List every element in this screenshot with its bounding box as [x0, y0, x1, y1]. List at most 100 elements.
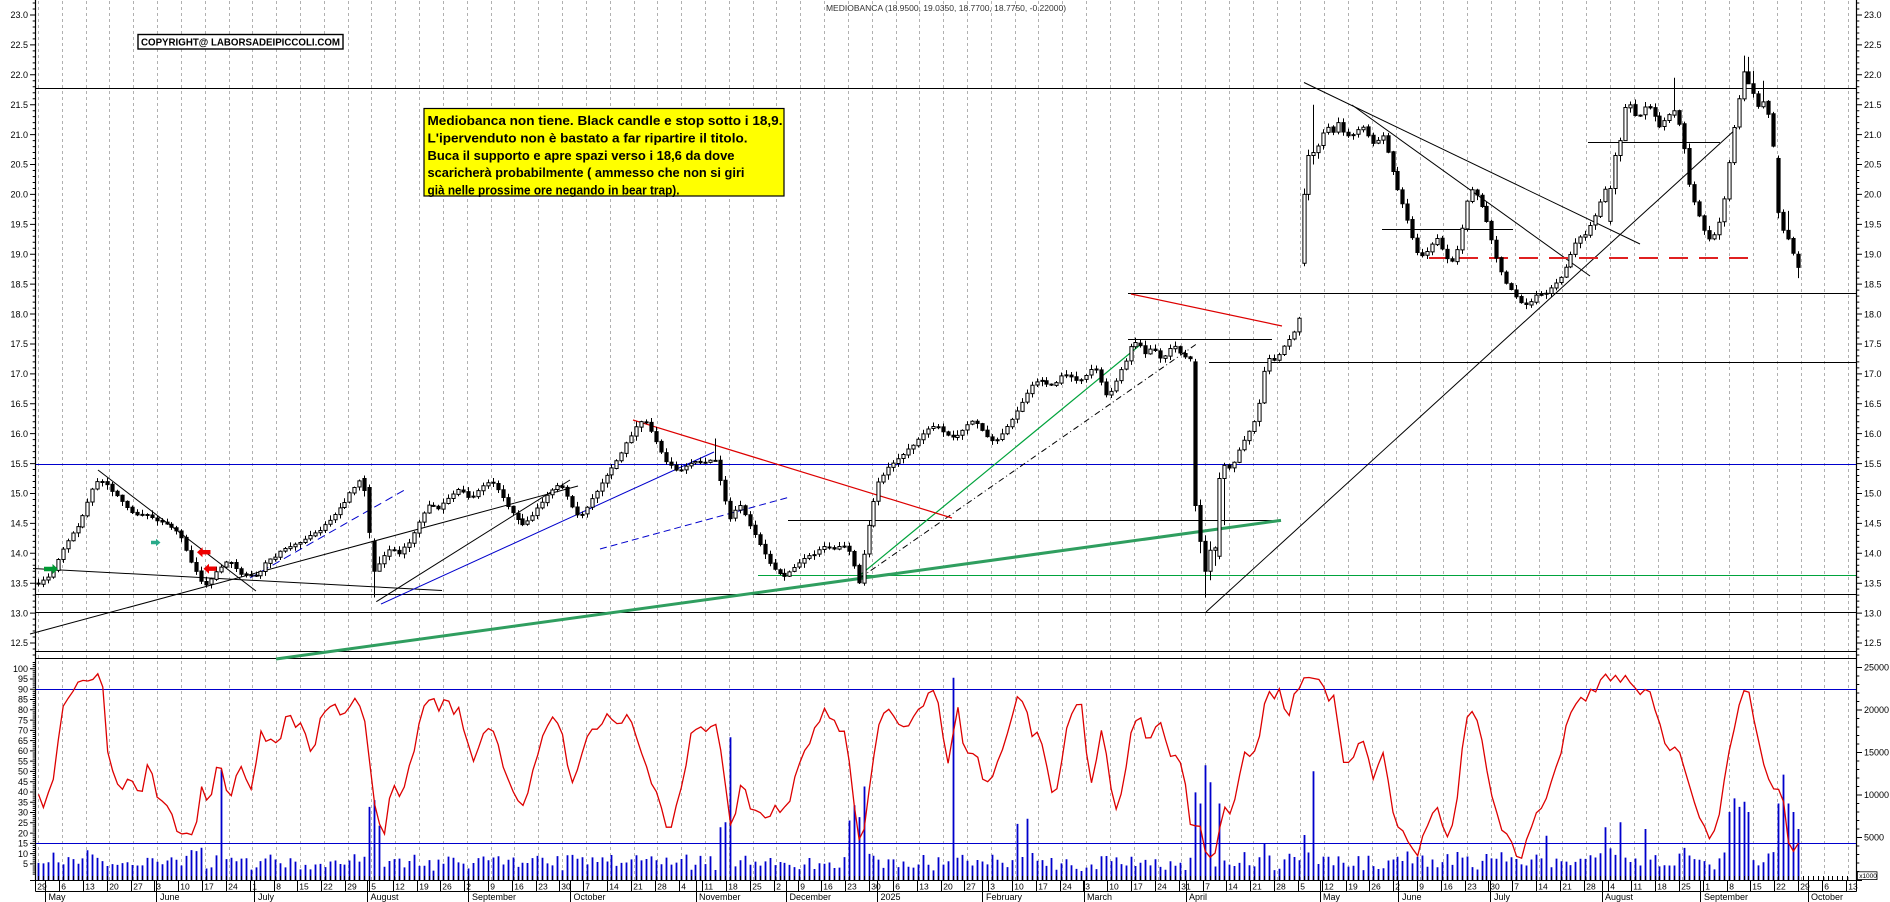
svg-text:13: 13: [919, 881, 929, 891]
svg-text:55: 55: [18, 756, 28, 766]
svg-text:15000: 15000: [1864, 748, 1889, 758]
svg-text:19.0: 19.0: [10, 249, 28, 259]
svg-text:17.0: 17.0: [10, 369, 28, 379]
svg-text:September: September: [472, 892, 516, 902]
svg-text:19.5: 19.5: [1864, 220, 1882, 230]
svg-text:L'ipervenduto non è bastato a: L'ipervenduto non è bastato a far ripart…: [428, 130, 748, 145]
svg-text:21.0: 21.0: [10, 130, 28, 140]
svg-text:8: 8: [1729, 881, 1734, 891]
svg-text:16.5: 16.5: [10, 399, 28, 409]
svg-text:17: 17: [1133, 881, 1143, 891]
svg-text:15.5: 15.5: [1864, 459, 1882, 469]
svg-text:6: 6: [895, 881, 900, 891]
svg-text:21: 21: [1252, 881, 1262, 891]
svg-text:27: 27: [133, 881, 143, 891]
svg-text:14: 14: [1538, 881, 1548, 891]
svg-text:95: 95: [18, 674, 28, 684]
svg-text:14.0: 14.0: [1864, 548, 1882, 558]
svg-text:50: 50: [18, 767, 28, 777]
svg-text:90: 90: [18, 684, 28, 694]
svg-text:2: 2: [466, 881, 471, 891]
svg-text:16: 16: [1443, 881, 1453, 891]
svg-text:23.0: 23.0: [1864, 10, 1882, 20]
svg-text:25: 25: [18, 818, 28, 828]
svg-text:3: 3: [990, 881, 995, 891]
svg-text:6: 6: [1824, 881, 1829, 891]
svg-text:September: September: [1704, 892, 1748, 902]
svg-text:July: July: [1494, 892, 1511, 902]
svg-text:11: 11: [1633, 881, 1642, 891]
svg-text:December: December: [790, 892, 832, 902]
svg-text:20.5: 20.5: [1864, 160, 1882, 170]
svg-text:May: May: [1323, 892, 1341, 902]
svg-text:13.5: 13.5: [10, 578, 28, 588]
svg-text:7: 7: [1205, 881, 1210, 891]
svg-text:18.5: 18.5: [1864, 279, 1882, 289]
svg-text:1: 1: [252, 881, 257, 891]
svg-text:17.5: 17.5: [10, 339, 28, 349]
svg-text:13.5: 13.5: [1864, 578, 1882, 588]
svg-text:19.5: 19.5: [10, 220, 28, 230]
svg-text:21.0: 21.0: [1864, 130, 1882, 140]
svg-text:40: 40: [18, 787, 28, 797]
svg-text:23.0: 23.0: [10, 10, 28, 20]
svg-text:10: 10: [1014, 881, 1024, 891]
svg-text:August: August: [371, 892, 400, 902]
svg-text:MEDIOBANCA (18.9500, 19.0350,: MEDIOBANCA (18.9500, 19.0350, 18.7700, 1…: [826, 3, 1066, 13]
svg-text:100: 100: [13, 664, 28, 674]
svg-text:7: 7: [585, 881, 590, 891]
svg-text:5: 5: [371, 881, 376, 891]
svg-text:15.0: 15.0: [10, 489, 28, 499]
svg-text:31: 31: [1181, 881, 1191, 891]
svg-text:13: 13: [1848, 881, 1858, 891]
svg-text:7: 7: [1514, 881, 1519, 891]
svg-text:20.0: 20.0: [1864, 190, 1882, 200]
svg-text:già nelle prossime ore negando: già nelle prossime ore negando in bear t…: [428, 183, 680, 198]
svg-text:17: 17: [204, 881, 214, 891]
svg-text:17: 17: [1038, 881, 1048, 891]
svg-text:20: 20: [109, 881, 119, 891]
svg-text:2025: 2025: [881, 892, 901, 902]
svg-text:10: 10: [180, 881, 190, 891]
svg-text:85: 85: [18, 695, 28, 705]
svg-text:13: 13: [85, 881, 95, 891]
svg-text:17.0: 17.0: [1864, 369, 1882, 379]
svg-text:5: 5: [23, 859, 28, 869]
svg-text:24: 24: [1062, 881, 1072, 891]
svg-text:Buca il supporto e apre spazi: Buca il supporto e apre spazi verso i 18…: [428, 148, 735, 163]
svg-text:28: 28: [657, 881, 667, 891]
svg-text:15.0: 15.0: [1864, 489, 1882, 499]
svg-text:22.0: 22.0: [10, 70, 28, 80]
svg-text:Mediobanca non tiene. Black ca: Mediobanca non tiene. Black candle e sto…: [428, 113, 783, 128]
svg-text:14: 14: [609, 881, 619, 891]
svg-text:28: 28: [1276, 881, 1286, 891]
svg-text:2: 2: [776, 881, 781, 891]
svg-text:30: 30: [561, 881, 571, 891]
svg-text:24: 24: [228, 881, 238, 891]
svg-text:27: 27: [966, 881, 976, 891]
svg-text:15: 15: [1752, 881, 1762, 891]
svg-text:August: August: [1605, 892, 1634, 902]
svg-text:June: June: [160, 892, 180, 902]
svg-text:60: 60: [18, 746, 28, 756]
svg-text:18: 18: [1657, 881, 1667, 891]
svg-text:8: 8: [276, 881, 281, 891]
svg-text:April: April: [1189, 892, 1207, 902]
svg-text:October: October: [1811, 892, 1843, 902]
svg-text:65: 65: [18, 736, 28, 746]
svg-text:March: March: [1087, 892, 1112, 902]
svg-text:2: 2: [1395, 881, 1400, 891]
svg-text:70: 70: [18, 726, 28, 736]
svg-text:80: 80: [18, 705, 28, 715]
svg-text:14.0: 14.0: [10, 548, 28, 558]
svg-text:45: 45: [18, 777, 28, 787]
svg-text:9: 9: [1419, 881, 1424, 891]
svg-text:15.5: 15.5: [10, 459, 28, 469]
svg-text:18.0: 18.0: [10, 309, 28, 319]
svg-text:21.5: 21.5: [10, 100, 28, 110]
svg-text:20: 20: [943, 881, 953, 891]
svg-text:16.0: 16.0: [1864, 429, 1882, 439]
svg-text:9: 9: [800, 881, 805, 891]
svg-text:19: 19: [419, 881, 429, 891]
svg-text:21.5: 21.5: [1864, 100, 1882, 110]
